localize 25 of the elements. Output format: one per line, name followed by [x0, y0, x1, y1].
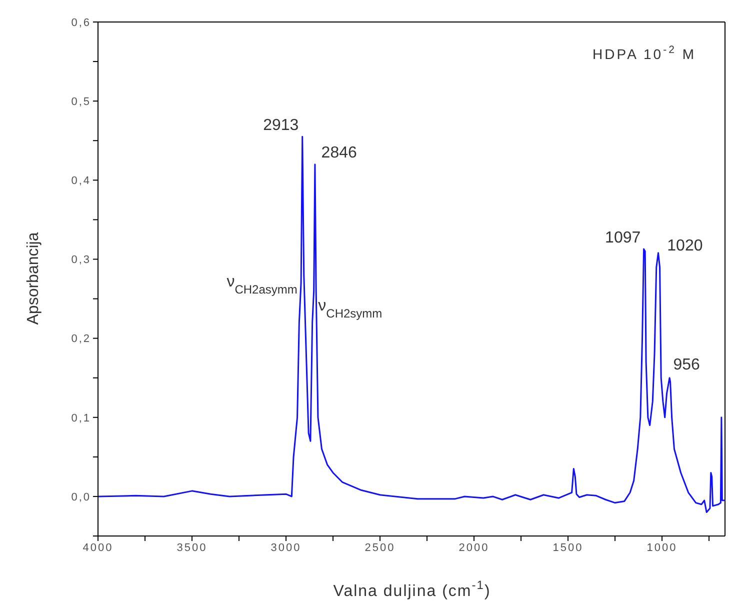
y-tick-label: 0,5: [71, 96, 91, 108]
y-tick-label: 0,6: [71, 16, 91, 29]
annotation: ν$_{CH2asymm}$: [226, 273, 298, 296]
x-tick-label: 3000: [270, 542, 302, 554]
line-series: [98, 136, 725, 514]
x-tick-label: 1500: [552, 542, 584, 554]
annotation: HDPA 10$^{-2}$ M: [592, 44, 696, 62]
y-tick-label: 0,2: [71, 333, 91, 346]
annotation: 2846: [321, 144, 357, 162]
x-tick-label: 2000: [458, 542, 490, 554]
annotation: 956: [673, 356, 700, 374]
y-axis-title: Apsorbancija: [25, 232, 42, 325]
y-tick-label: 0,3: [71, 254, 91, 266]
x-axis-title: Valna duljina (cm$^{-1}$): [333, 578, 491, 600]
x-tick-label: 3500: [176, 542, 208, 554]
x-tick-label: 1000: [646, 542, 678, 554]
x-tick-label: 2500: [364, 542, 396, 554]
y-tick-label: 0,0: [71, 491, 91, 504]
annotation: 1097: [605, 229, 641, 246]
annotation: 2913: [263, 116, 299, 134]
y-tick-label: 0,1: [71, 412, 91, 424]
x-tick-label: 4000: [82, 542, 114, 554]
annotation: ν$_{CH2symm}$: [318, 297, 382, 320]
annotation: 1020: [667, 237, 703, 254]
y-tick-label: 0,4: [71, 175, 91, 188]
